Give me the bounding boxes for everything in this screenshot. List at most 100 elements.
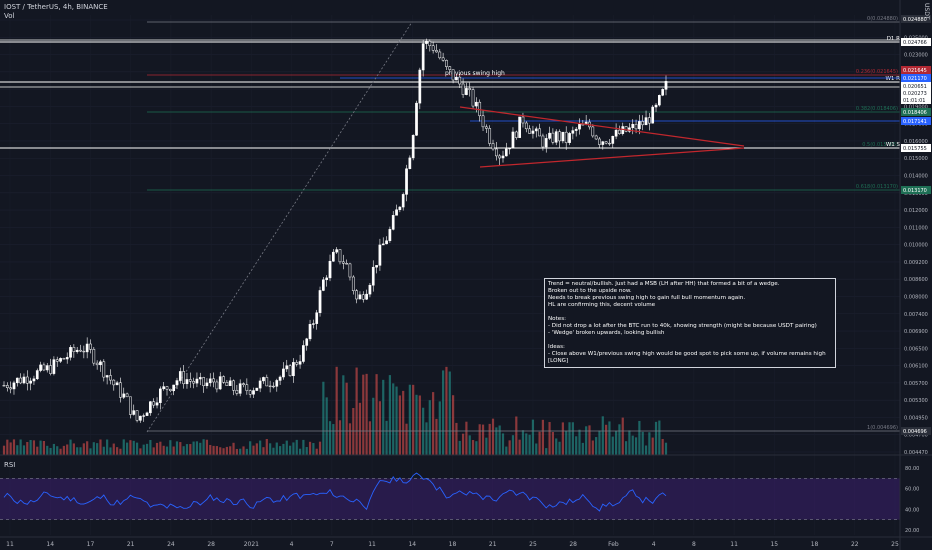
volume-bar — [338, 420, 342, 455]
volume-bar — [558, 441, 561, 455]
volume-bar — [9, 442, 12, 455]
volume-bar — [621, 417, 624, 455]
candle-body — [355, 290, 358, 300]
volume-bar — [418, 395, 421, 455]
time-tick: 28 — [207, 541, 215, 548]
candle-body — [248, 390, 252, 395]
candle-body — [302, 345, 305, 362]
volume-bar — [209, 444, 212, 455]
candle-body — [159, 388, 162, 403]
candle-body — [178, 371, 182, 381]
time-tick: 22 — [851, 541, 859, 548]
candle-body — [205, 382, 209, 387]
volume-bar — [481, 424, 485, 455]
volume-bar — [192, 441, 195, 455]
volume-bar — [495, 427, 498, 455]
time-tick: 28 — [569, 541, 577, 548]
volume-bar — [425, 422, 428, 455]
wedge-lower-line[interactable] — [479, 147, 745, 168]
note-line — [548, 309, 832, 316]
volume-bar — [591, 440, 594, 455]
candle-body — [385, 240, 388, 245]
time-tick: 11 — [6, 541, 14, 548]
volume-bar — [46, 445, 49, 455]
volume-bar — [365, 373, 368, 455]
rsi-tick: 60.00 — [905, 487, 919, 493]
volume-bar — [86, 441, 89, 455]
volume-bar — [488, 423, 491, 455]
sr-level-label: W1 S — [886, 142, 901, 148]
candle-body — [92, 349, 96, 364]
analysis-note[interactable]: Trend = neutral/bullish. Just had a MSB … — [544, 278, 836, 368]
candle-body — [85, 343, 89, 353]
candle-body — [641, 121, 645, 126]
candle-body — [162, 386, 166, 390]
candle-body — [288, 365, 292, 377]
volume-bar — [125, 442, 129, 455]
price-tag — [901, 66, 931, 74]
candle-body — [518, 116, 521, 138]
price-tag-text: 0.024766 — [903, 40, 927, 46]
candle-body — [514, 131, 518, 138]
volume-bar — [259, 440, 262, 455]
candle-body — [451, 69, 455, 81]
candle-body — [481, 115, 485, 128]
candle-body — [45, 365, 49, 371]
volume-bar — [62, 445, 65, 455]
candle-body — [72, 347, 76, 352]
candle-body — [378, 244, 382, 266]
rsi-band — [0, 478, 900, 520]
candle-body — [15, 377, 19, 384]
volume-bar — [132, 440, 135, 455]
candle-body — [242, 383, 245, 385]
candle-body — [558, 131, 561, 142]
candle-body — [252, 390, 255, 395]
candle-body — [664, 81, 668, 90]
candle-body — [119, 382, 122, 398]
candle-body — [129, 396, 132, 415]
volume-bar — [285, 440, 288, 455]
volume-bar — [348, 423, 352, 455]
candle-body — [258, 380, 262, 389]
candle-body — [631, 124, 635, 129]
candle-body — [441, 57, 445, 61]
candle-body — [112, 379, 116, 386]
sr-level-label: W1 R — [885, 76, 900, 82]
volume-bar — [368, 421, 372, 455]
candle-body — [431, 45, 435, 51]
volume-bar — [295, 439, 298, 455]
candle-body — [312, 323, 315, 325]
candle-body — [345, 263, 348, 265]
volume-bar — [182, 446, 185, 455]
volume-bar — [511, 435, 515, 455]
price-tag — [901, 89, 931, 97]
candle-body — [391, 215, 395, 230]
candle-body — [282, 368, 285, 378]
candle-body — [192, 381, 195, 384]
wedge-upper-line[interactable] — [459, 106, 745, 147]
volume-bar — [142, 444, 145, 455]
candle-body — [32, 378, 36, 382]
candle-body — [212, 378, 215, 383]
candle-body — [657, 95, 661, 106]
candle-body — [428, 40, 432, 46]
candle-body — [52, 359, 56, 374]
fib-trend-line[interactable] — [146, 21, 413, 433]
volume-bar — [298, 448, 302, 455]
volume-bar — [19, 439, 22, 455]
volume-bar — [235, 448, 238, 455]
price-tick: 0.008600 — [904, 277, 928, 283]
volume-bar — [185, 444, 189, 455]
volume-bar — [458, 440, 461, 455]
candle-body — [638, 121, 641, 130]
candle-body — [411, 135, 415, 159]
currency-label: USDT — [923, 3, 930, 20]
candle-body — [494, 148, 498, 157]
volume-bar — [175, 441, 179, 455]
volume-bar — [89, 448, 92, 455]
volume-bar — [122, 439, 125, 455]
time-tick: 11 — [730, 541, 738, 548]
volume-bar — [202, 439, 205, 455]
volume-bar — [578, 429, 581, 455]
